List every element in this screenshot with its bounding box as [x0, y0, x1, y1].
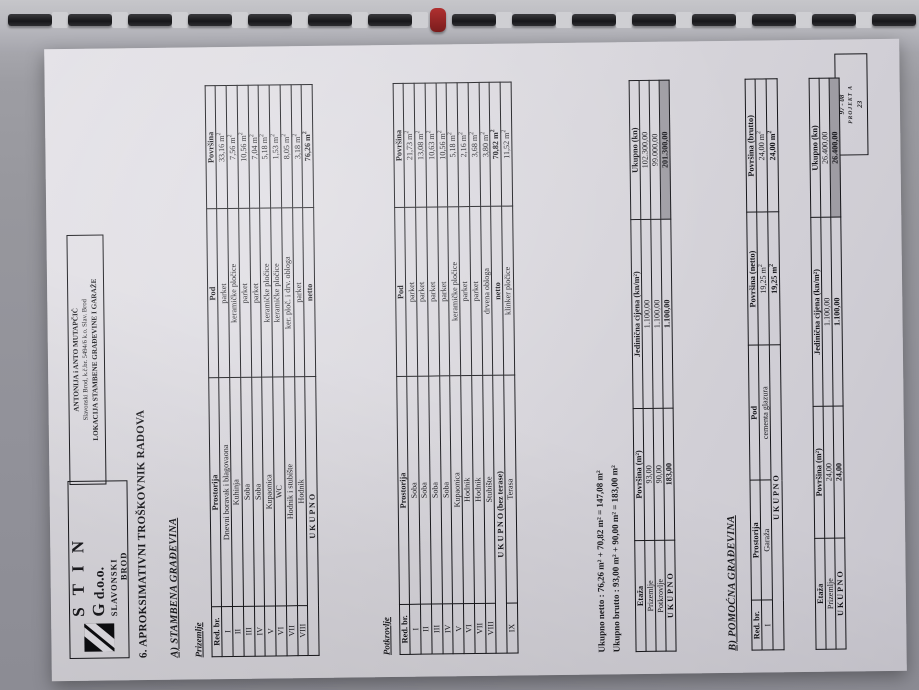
cell-0: II [420, 603, 432, 655]
col-redbr: Red. br. [399, 604, 411, 655]
investor-name: ANTONIJA i ANTO MUTAPČIĆ [71, 308, 81, 412]
paper-sheet: S T I N Gd.o.o. SLAVONSKI BROD ANTONIJA … [44, 38, 907, 682]
cell-1: 183,00 [663, 408, 676, 541]
cell-2: klinker pločice [501, 206, 515, 376]
col-redbr: Red. br. [751, 600, 763, 651]
section-number: 6. [137, 649, 150, 659]
table-potkrovlje: Red. br. Prostorija Pod Površina I Soba pa… [393, 82, 519, 655]
part-b-heading: B) POMOĆNA GRAĐEVINA [725, 515, 739, 651]
stripes-logo-icon [84, 623, 115, 652]
cell-0: III [431, 603, 443, 655]
table-pomocna: Red. br. Prostorija Pod Površina (netto)… [745, 78, 785, 651]
cell-0: VIII [297, 605, 309, 656]
letterhead-logo-box: S T I N Gd.o.o. SLAVONSKI BROD [67, 480, 130, 659]
cell-0: III [243, 606, 255, 657]
section-heading: 6. APROKSIMATIVNI TROŠKOVNIK RADOVA [135, 410, 150, 658]
cell-0: IV [254, 606, 266, 657]
cell-0: V [264, 606, 277, 657]
investor-location: LOKACIJA STAMBENE GRAĐEVINE I GARAŽE [89, 278, 100, 441]
table-prizemlje: Red. br. Prostorija Pod Površina I Dnevni… [205, 84, 320, 657]
cell-2: 1.100,00 [661, 219, 674, 409]
footer-page: 23 [855, 100, 864, 108]
table-etaza-cost: Etaža Površina (m²) Jedinična cijena (kn… [629, 80, 677, 652]
cell-3: 201.300,00 [659, 80, 672, 220]
netto-equation: Ukupno netto : 76,26 m² + 70,82 m² = 147… [594, 470, 607, 653]
cell-0: U K U P N O [304, 376, 320, 656]
cell-0: I [409, 604, 422, 655]
col-redbr: Red. br. [211, 606, 223, 657]
cell-0: V [452, 603, 465, 654]
table-pomocna-cost: Etaža Površina (m²) Jedinična cijena (kn… [809, 78, 847, 650]
cell-1: Terasa [503, 375, 518, 604]
cell-0: I [761, 600, 774, 651]
potkrovlje-label: Potkrovlje [381, 617, 392, 656]
cell-0: VIII [485, 603, 497, 654]
cell-0: II [232, 606, 244, 657]
cell-0: VII [474, 603, 486, 654]
document-page: S T I N Gd.o.o. SLAVONSKI BROD ANTONIJA … [44, 39, 907, 681]
section-title: APROKSIMATIVNI TROŠKOVNIK RADOVA [134, 409, 150, 647]
cell-1: 19,25 m2 [767, 212, 781, 346]
cell-0: VII [286, 605, 298, 656]
part-a-heading: A) STAMBENA GRAĐEVINA [167, 517, 181, 658]
cell-0: U K U P N O [835, 537, 847, 650]
spiral-binding [0, 0, 919, 52]
company-city2: BROD [118, 551, 129, 581]
company-suffix: d.o.o. [92, 566, 108, 600]
cell-1: netto [302, 207, 316, 378]
cell-0: I [221, 606, 234, 657]
cell-3: 26.400,00 [829, 78, 842, 218]
cell-0: IX [506, 602, 518, 654]
cell-1: 24,00 [833, 406, 846, 539]
prizemlje-label: Prizemlje [193, 622, 204, 658]
investor-block: ANTONIJA i ANTO MUTAPČIĆ Slavonski Brod,… [66, 234, 107, 485]
cell-2: 76,26 m2 [301, 84, 314, 208]
brutto-equation: Ukupno brutto : 93,00 m² + 90,00 m² = 18… [609, 465, 622, 653]
cell-0: IV [442, 603, 454, 654]
cell-0: VI [275, 605, 287, 656]
cell-3: 11,52 m2 [500, 82, 513, 207]
cell-0: U K U P N O [665, 540, 677, 652]
cell-0: VI [463, 603, 475, 654]
cell-2: 1.100,00 [831, 217, 844, 407]
cell-2: 24,00 m2 [766, 78, 779, 213]
